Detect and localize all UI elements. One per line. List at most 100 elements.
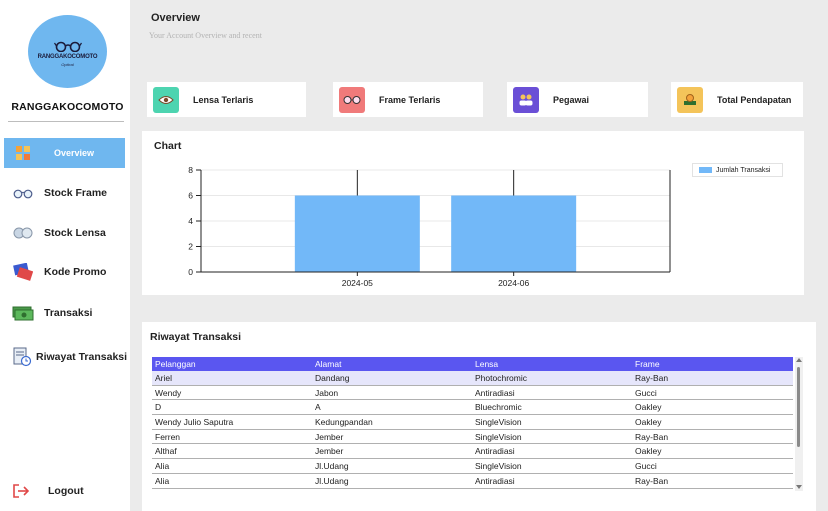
money-icon [12,303,34,323]
table-cell: Alia [155,475,170,486]
table-cell: Jl.Udang [315,475,349,486]
y-tick-label: 4 [188,216,193,226]
glasses-icon [12,183,34,203]
table-cell: Gucci [635,387,657,398]
y-tick-label: 8 [188,165,193,175]
table-cell: Antiradiasi [475,475,515,486]
table-cell: Ferren [155,431,181,442]
scrollbar-thumb[interactable] [797,367,800,447]
table-row[interactable]: Althaf Jember Antiradiasi Oakley [152,444,793,460]
chart-legend: Jumlah Transaksi [692,163,783,177]
table-cell: Antiradiasi [475,387,515,398]
card-pegawai[interactable]: Pegawai [507,82,648,117]
table-cell: Alia [155,460,170,471]
table-row[interactable]: Alia Jl.Udang Antiradiasi Ray-Ban [152,474,793,489]
sidebar-item-label: Riwayat Transaksi [36,351,128,363]
table-row[interactable]: Wendy Jabon Antiradiasi Gucci [152,386,793,401]
table-cell: Jl.Udang [315,460,349,471]
brand-name: RANGGAKOCOMOTO [11,101,124,113]
table-cell: Ray-Ban [635,431,669,442]
chart-bar [451,195,577,272]
sidebar: RANGGAKOCOMOTO Optical RANGGAKOCOMOTO Ov… [0,0,130,511]
page-title: Overview [151,12,200,24]
table-cell: Jember [315,446,344,457]
eye-icon [153,86,179,113]
chart-title: Chart [154,140,182,152]
column-header[interactable]: Pelanggan [155,359,196,369]
table-cell: Wendy [155,387,182,398]
transaction-table[interactable]: Pelanggan Alamat Lensa Frame Ariel Dandan… [152,357,793,489]
sidebar-item-label: Overview [54,148,95,158]
table-row[interactable]: Ariel Dandang Photochromic Ray-Ban [152,371,793,386]
card-label: Frame Terlaris [379,94,441,105]
glasses-logo-icon [54,41,82,52]
table-row[interactable]: Wendy Julio Saputra Kedungpandan SingleVis… [152,415,793,430]
people-icon [513,86,539,113]
card-label: Total Pendapatan [717,94,792,105]
table-cell: Kedungpandan [315,416,373,427]
ticket-icon [12,262,34,282]
divider [8,121,124,122]
table-cell: Antiradiasi [475,446,515,457]
card-frame-terlaris[interactable]: Frame Terlaris [333,82,483,117]
history-title: Riwayat Transaksi [150,331,242,343]
table-cell: A [315,402,321,413]
table-cell: Ariel [155,372,173,383]
table-cell: D [155,402,162,413]
table-cell: Bluechromic [475,402,522,413]
table-cell: Jabon [315,387,339,398]
history-icon [12,347,32,367]
sidebar-item-stock-frame[interactable]: Stock Frame [4,178,125,208]
table-cell: Dandang [315,372,350,383]
sidebar-item-transaksi[interactable]: Transaksi [4,298,125,328]
scroll-down-arrow-icon[interactable] [796,485,802,489]
page-subtitle: Your Account Overview and recent [149,31,262,40]
logout-label: Logout [48,485,84,497]
table-row[interactable]: D A Bluechromic Oakley [152,400,793,416]
table-cell: Gucci [635,460,657,471]
column-header[interactable]: Lensa [475,359,499,369]
table-cell: SingleVision [475,431,522,442]
chart-bar [294,195,420,272]
table-row[interactable]: Ferren Jember SingleVision Ray-Ban [152,430,793,445]
table-row[interactable]: Alia Jl.Udang SingleVision Gucci [152,459,793,474]
table-cell: Photochromic [475,372,527,383]
sidebar-item-stock-lensa[interactable]: Stock Lensa [4,218,125,248]
table-cell: Ray-Ban [635,372,669,383]
logo-subtext: Optical [61,62,74,67]
table-cell: Oakley [635,416,662,427]
card-label: Lensa Terlaris [193,94,254,105]
y-tick-label: 6 [188,191,193,201]
table-cell: Jember [315,431,344,442]
sidebar-item-overview[interactable]: Overview [4,138,125,168]
column-header[interactable]: Alamat [315,359,342,369]
scroll-up-arrow-icon[interactable] [796,358,802,362]
sidebar-item-label: Kode Promo [44,266,107,278]
card-label: Pegawai [553,94,590,105]
card-lensa-terlaris[interactable]: Lensa Terlaris [147,82,306,117]
sidebar-item-label: Stock Lensa [44,227,106,239]
glasses-icon [339,86,365,113]
table-cell: SingleVision [475,460,522,471]
sidebar-item-riwayat-transaksi[interactable]: Riwayat Transaksi [4,342,128,372]
sidebar-item-label: Transaksi [44,307,93,319]
bar-chart: 2024-05 2024-06 0 2 4 6 8 [188,165,671,288]
table-cell: Oakley [635,402,662,413]
table-header: Pelanggan Alamat Lensa Frame [152,357,793,371]
x-tick-label: 2024-06 [498,278,529,288]
table-cell: Oakley [635,446,662,457]
column-header[interactable]: Frame [635,359,660,369]
x-tick-label: 2024-05 [342,278,373,288]
logout-icon [13,484,30,498]
table-cell: SingleVision [475,416,522,427]
legend-label: Jumlah Transaksi [716,166,771,174]
logout-button[interactable]: Logout [12,483,84,499]
table-body: Ariel Dandang Photochromic Ray-Ban Wendy Jabo… [152,371,793,489]
history-panel [142,322,816,511]
table-cell: Ray-Ban [635,475,669,486]
sidebar-item-kode-promo[interactable]: Kode Promo [4,257,125,287]
sidebar-item-label: Stock Frame [44,187,108,199]
card-total-pendapatan[interactable]: Total Pendapatan [671,82,803,117]
legend-swatch [699,167,712,173]
y-tick-label: 0 [188,267,193,277]
